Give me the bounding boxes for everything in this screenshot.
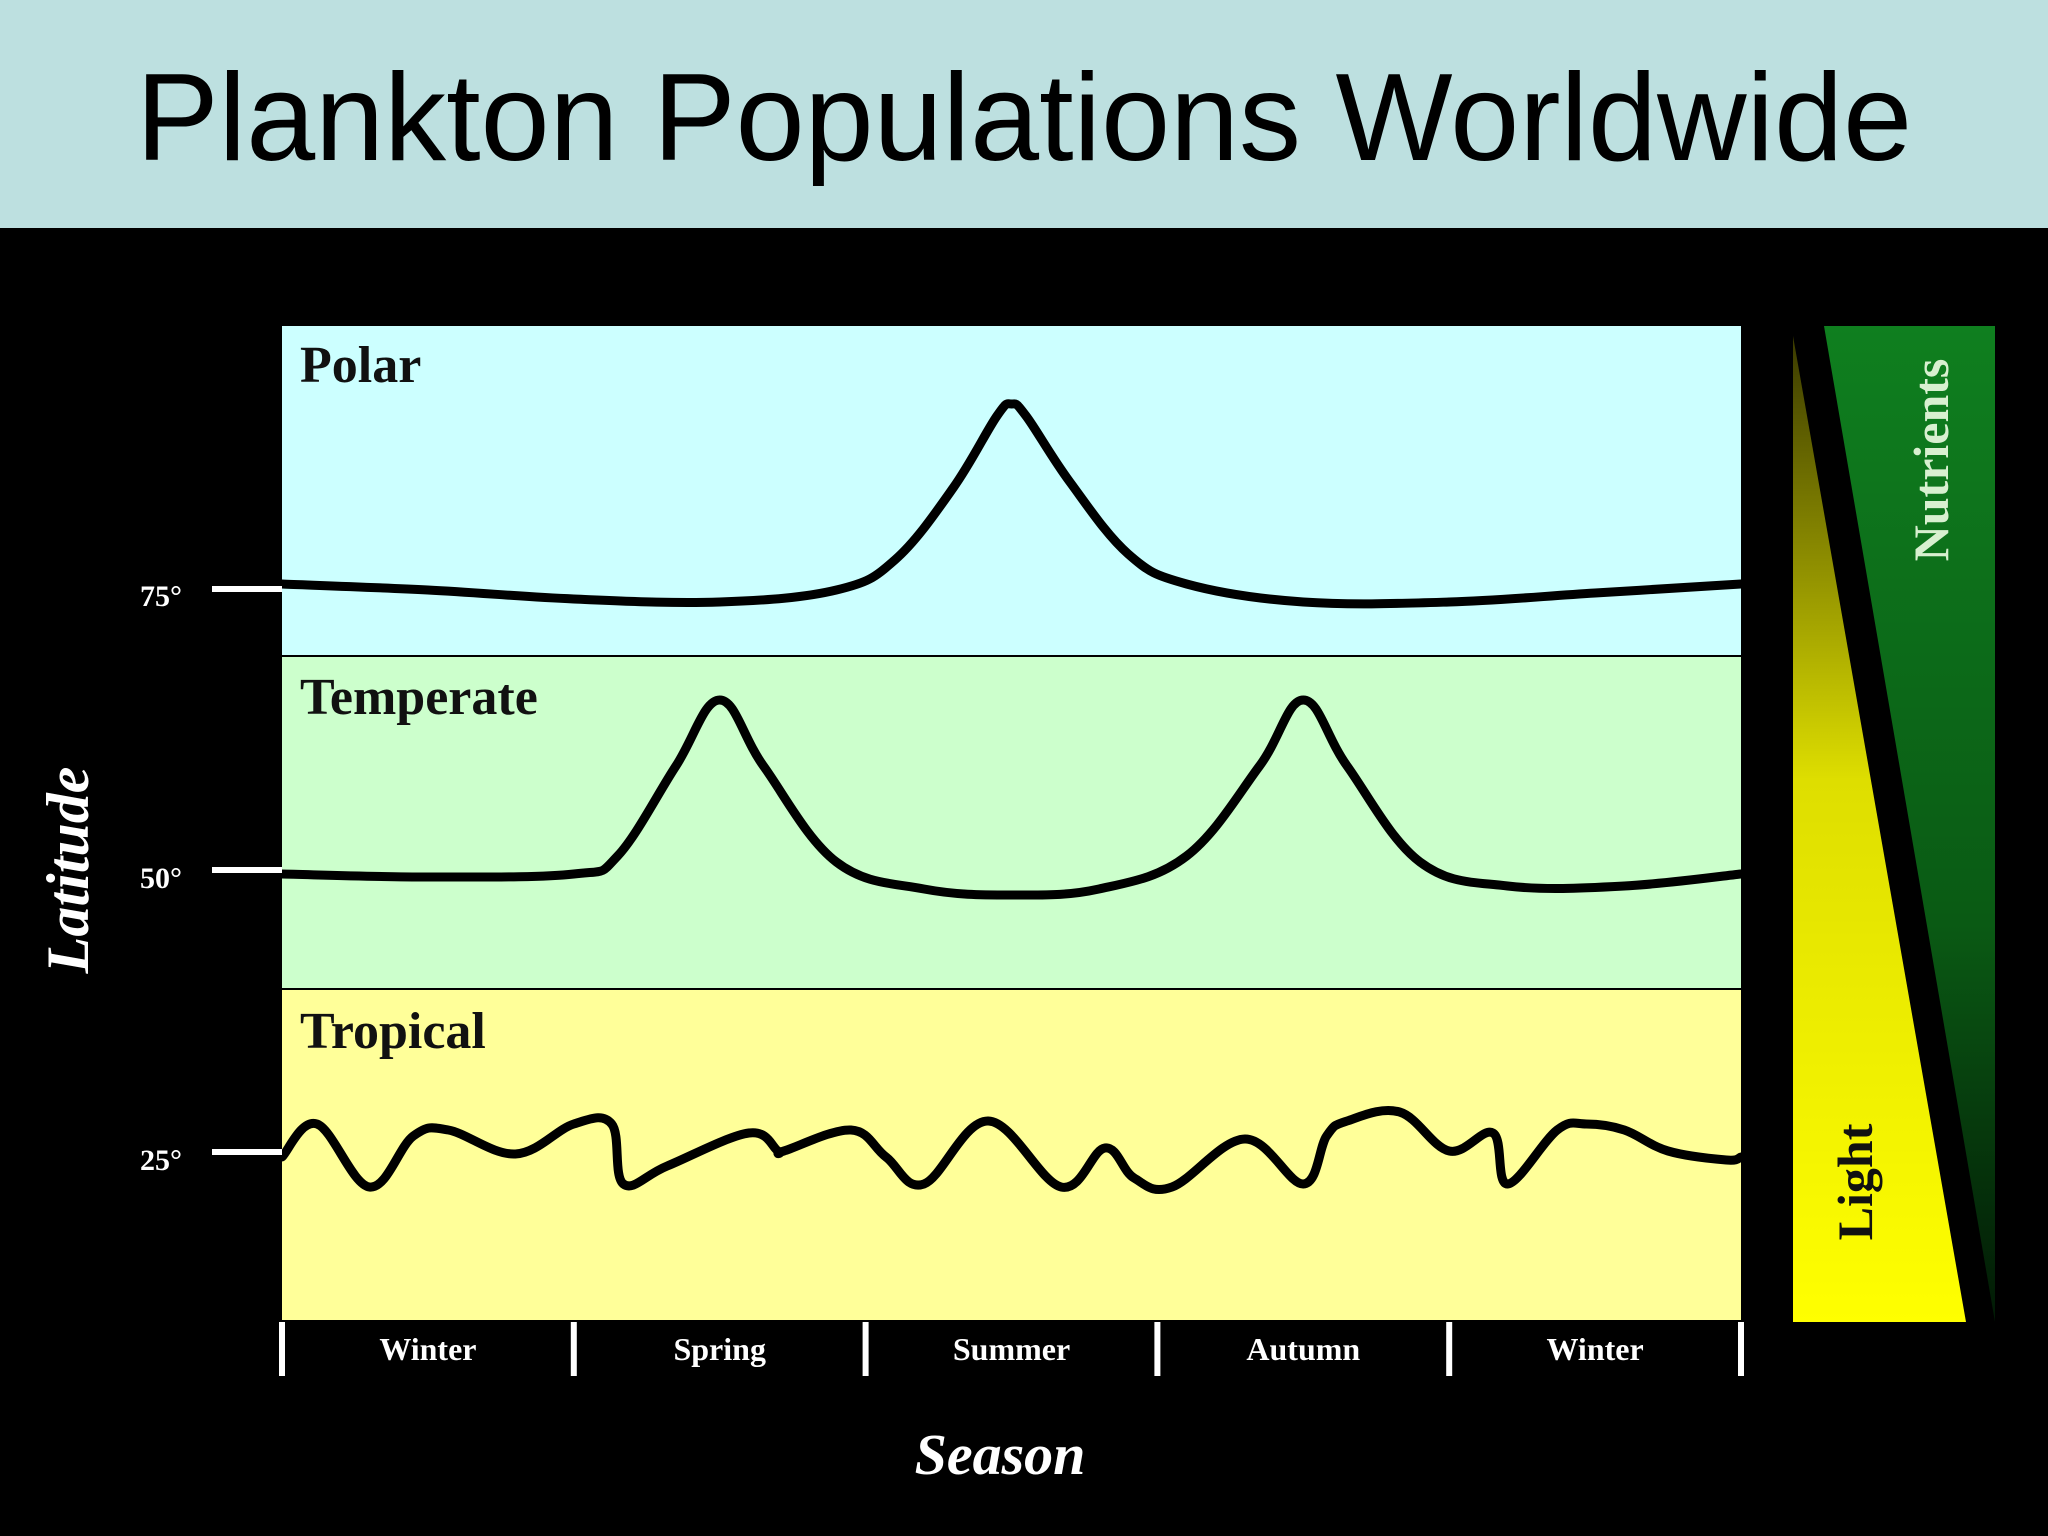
x-tick-label-autumn: Autumn	[1246, 1331, 1360, 1367]
light-label: Light	[1827, 1123, 1883, 1240]
x-axis-label: Season	[915, 1422, 1086, 1487]
light-wedge	[1793, 336, 1966, 1322]
zone-label-temperate: Temperate	[300, 669, 538, 726]
x-tick-label-spring: Spring	[673, 1331, 765, 1367]
y-tick-label-50: 50°	[140, 862, 182, 895]
title-bar: Plankton Populations Worldwide	[0, 0, 2048, 228]
zone-label-polar: Polar	[300, 337, 421, 394]
zone-band-polar	[282, 326, 1741, 656]
zone-label-tropical: Tropical	[300, 1003, 486, 1060]
series-line-tropical	[277, 1106, 1746, 1195]
nutrients-label: Nutrients	[1903, 359, 1959, 562]
y-tick-label-75: 75°	[140, 580, 182, 613]
season-axis: Winter Spring Summer Autumn Winter	[279, 1322, 1744, 1376]
y-tick-label-25: 25°	[140, 1144, 182, 1177]
zone-band-temperate	[282, 656, 1741, 989]
series-line-polar	[277, 399, 1746, 609]
series-line-temperate	[277, 695, 1746, 900]
slide-title: Plankton Populations Worldwide	[135, 49, 1913, 187]
x-tick-label-summer: Summer	[953, 1331, 1070, 1367]
nutrients-wedge	[1824, 326, 1995, 1322]
y-axis-label: Latitude	[35, 767, 101, 975]
x-tick-label-winter: Winter	[379, 1331, 476, 1367]
x-tick-label-winter: Winter	[1547, 1331, 1644, 1367]
